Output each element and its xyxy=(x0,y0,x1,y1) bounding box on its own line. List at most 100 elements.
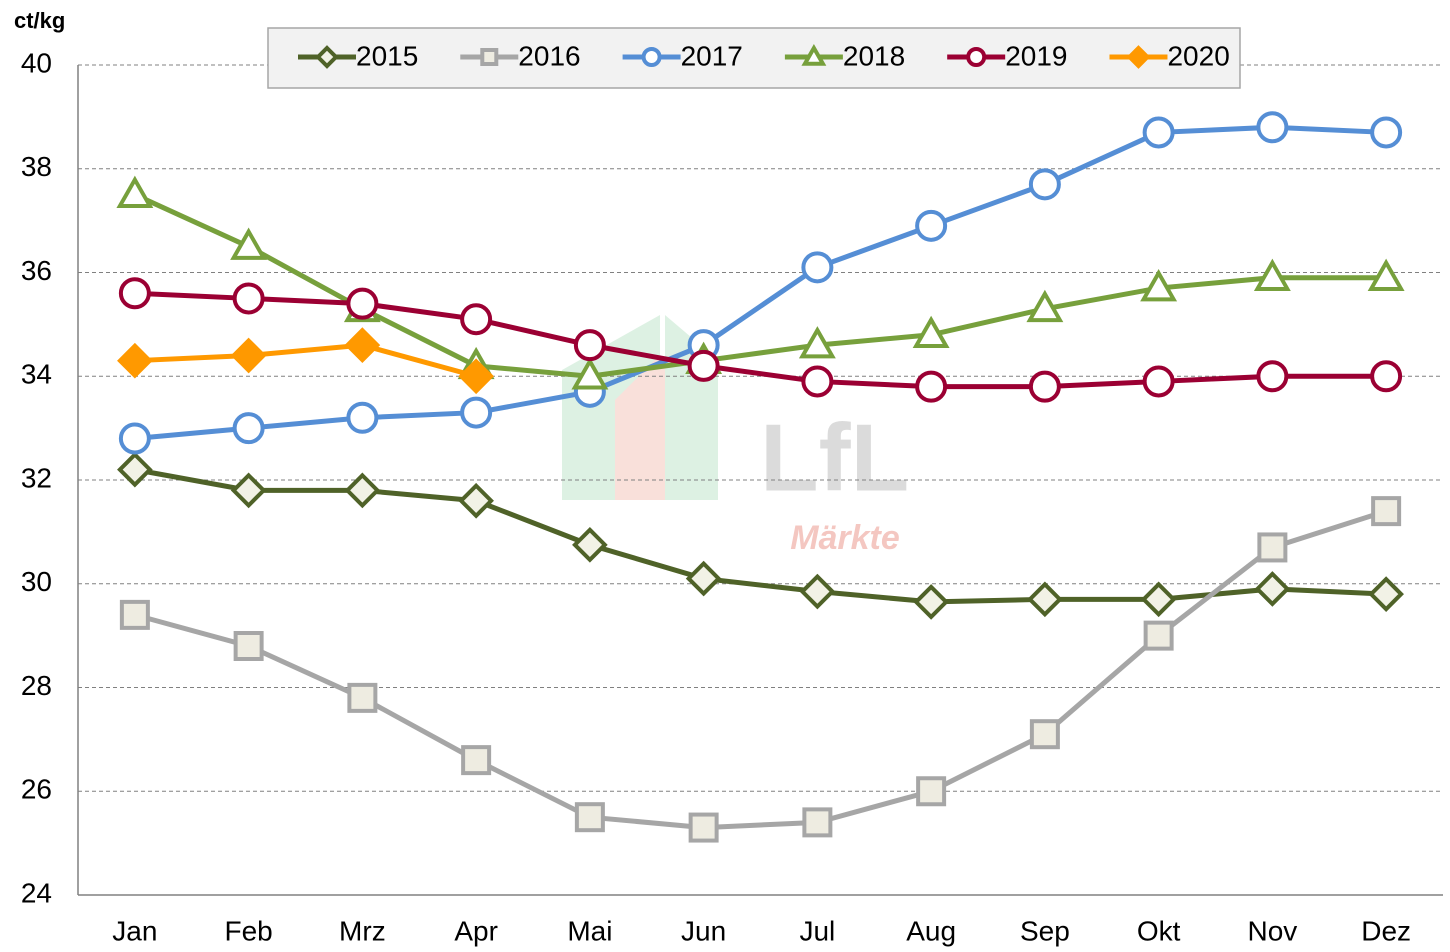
y-tick-label: 36 xyxy=(21,255,52,286)
data-point xyxy=(1256,111,1289,144)
series-line xyxy=(134,467,1387,605)
data-point xyxy=(460,396,493,429)
x-tick-label: Okt xyxy=(1137,915,1181,946)
data-point xyxy=(119,599,150,630)
data-point xyxy=(346,401,379,434)
legend-marker xyxy=(801,43,827,66)
data-point xyxy=(1368,576,1404,612)
x-tick-label: Sep xyxy=(1020,915,1070,946)
data-point xyxy=(572,527,608,563)
data-point xyxy=(913,584,949,620)
legend-label: 2015 xyxy=(356,40,418,71)
series xyxy=(116,175,1405,390)
data-point xyxy=(1257,532,1288,563)
data-point xyxy=(801,365,834,398)
legend-marker xyxy=(480,48,499,66)
data-point xyxy=(230,337,267,374)
x-tick-label: Feb xyxy=(225,915,273,946)
data-point xyxy=(118,422,151,455)
data-point xyxy=(912,315,950,348)
data-point xyxy=(347,682,378,713)
y-tick-label: 24 xyxy=(21,877,52,908)
data-point xyxy=(118,277,151,310)
watermark-sub: Märkte xyxy=(790,519,900,557)
series-line xyxy=(134,342,477,379)
y-tick-label: 26 xyxy=(21,774,52,805)
data-point xyxy=(802,807,833,838)
legend-label: 2020 xyxy=(1167,40,1229,71)
data-point xyxy=(573,329,606,362)
data-point xyxy=(1142,365,1175,398)
data-point xyxy=(571,357,609,390)
data-point xyxy=(458,358,494,395)
data-point xyxy=(687,349,720,382)
data-point xyxy=(458,482,494,519)
legend-label: 2019 xyxy=(1005,40,1067,71)
legend-marker xyxy=(966,47,987,67)
data-point xyxy=(1253,258,1291,291)
data-point xyxy=(117,451,153,488)
series-line xyxy=(134,508,1387,831)
data-point xyxy=(461,745,492,776)
data-point xyxy=(688,812,719,843)
legend-label: 2018 xyxy=(843,40,905,71)
data-point xyxy=(916,776,947,807)
data-point xyxy=(1254,571,1291,607)
x-tick-label: Mai xyxy=(567,915,612,946)
series-line xyxy=(134,290,1387,390)
watermark-logo-leaf xyxy=(562,315,660,500)
data-point xyxy=(799,573,836,610)
legend-marker xyxy=(315,45,339,69)
legend-label: 2016 xyxy=(518,40,580,71)
watermark-logo: LfL xyxy=(760,404,909,511)
series xyxy=(118,277,1403,403)
data-point xyxy=(1142,116,1175,149)
data-point xyxy=(574,802,605,833)
data-point xyxy=(1371,496,1402,527)
x-tick-label: Aug xyxy=(906,915,956,946)
legend-box xyxy=(267,27,1241,89)
x-tick-label: Nov xyxy=(1247,915,1297,946)
series-line xyxy=(133,192,1387,379)
y-axis-label: ct/kg xyxy=(14,8,65,33)
series xyxy=(117,327,494,395)
data-point xyxy=(1028,370,1061,403)
x-tick-label: Jan xyxy=(112,915,157,946)
data-point xyxy=(1027,581,1063,618)
watermark: LfL Märkte xyxy=(562,315,909,557)
data-point xyxy=(1140,581,1177,618)
series xyxy=(119,496,1402,843)
data-point xyxy=(232,412,265,445)
x-tick-label: Apr xyxy=(454,915,498,946)
watermark-logo-leaf xyxy=(615,355,705,500)
legend-marker xyxy=(1126,45,1151,69)
data-point xyxy=(685,560,722,597)
data-point xyxy=(232,282,265,315)
y-tick-label: 40 xyxy=(21,47,52,78)
series xyxy=(118,111,1403,455)
data-point xyxy=(1026,289,1064,323)
data-point xyxy=(1140,269,1178,302)
data-point xyxy=(344,327,381,363)
legend-label: 2017 xyxy=(681,40,743,71)
data-point xyxy=(233,631,264,661)
data-point xyxy=(915,370,948,403)
x-tick-label: Jul xyxy=(799,915,835,946)
y-tick-label: 28 xyxy=(21,670,52,701)
data-point xyxy=(460,303,493,336)
data-point xyxy=(915,209,948,242)
y-tick-label: 32 xyxy=(21,462,52,493)
data-point xyxy=(801,251,834,284)
data-point xyxy=(230,227,268,260)
x-tick-label: Dez xyxy=(1361,915,1411,946)
data-point xyxy=(798,326,836,359)
data-point xyxy=(1370,360,1403,393)
x-tick-label: Mrz xyxy=(339,915,386,946)
legend: 2015 2016 2017 2018 2019 2020 xyxy=(267,27,1241,89)
y-tick-label: 38 xyxy=(21,151,52,182)
series xyxy=(117,451,1404,620)
x-tick-label: Jun xyxy=(681,915,726,946)
data-point xyxy=(117,342,153,379)
data-point xyxy=(230,472,267,509)
